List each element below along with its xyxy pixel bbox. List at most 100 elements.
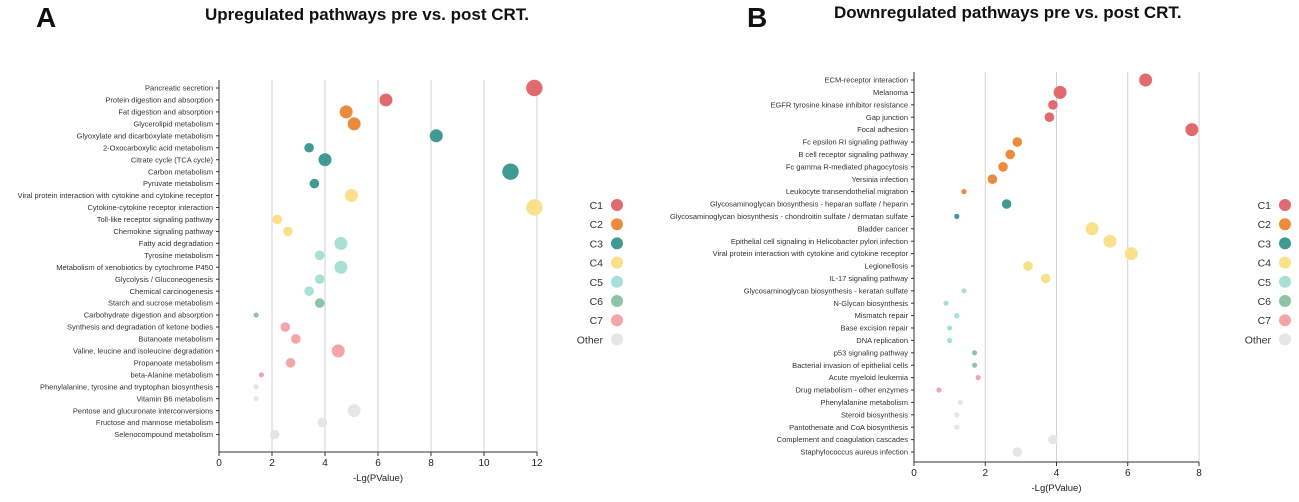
chart2-point <box>961 189 967 195</box>
chart2-category-label: IL-17 signaling pathway <box>829 274 908 283</box>
chart1-legend-label: C4 <box>590 258 604 270</box>
chart1-point <box>304 286 314 296</box>
chart2-category-label: Bladder cancer <box>858 224 909 233</box>
chart2-category-label: Epithelial cell signaling in Helicobacte… <box>731 237 908 246</box>
chart2-point <box>1139 73 1153 87</box>
chart1-category-label: Fatty acid degradation <box>139 239 213 248</box>
chart1-legend-marker <box>611 295 623 307</box>
chart1-category-label: Cytokine-cytokine receptor interaction <box>88 203 213 212</box>
chart2-point <box>1185 123 1199 137</box>
chart2-category-label: Legionellosis <box>865 262 909 271</box>
chart1-legend-label: C2 <box>590 219 604 231</box>
chart2-category-label: Viral protein interaction with cytokine … <box>713 249 909 258</box>
chart1-point <box>526 79 543 97</box>
chart2-category-label: Bacterial invasion of epithelial cells <box>792 361 908 370</box>
panel-a-letter: A <box>36 2 57 33</box>
chart2-x-tick-label: 2 <box>982 468 988 479</box>
chart1-category-label: Carbon metabolism <box>148 167 213 176</box>
chart2-category-label: Leukocyte transendothelial migration <box>786 187 908 196</box>
chart1-category-label: Propanoate metabolism <box>134 358 213 367</box>
chart1-category-label: Viral protein interaction with cytokine … <box>18 191 214 200</box>
chart2-category-label: Steroid biosynthesis <box>841 410 908 419</box>
chart2-point <box>954 424 960 430</box>
chart1-category-label: Pyruvate metabolism <box>143 179 213 188</box>
chart2-legend-marker <box>1279 314 1291 327</box>
chart1-category-label: Fructose and mannose metabolism <box>96 418 213 427</box>
chart2-point <box>1044 112 1055 122</box>
chart2-legend-label: C1 <box>1258 200 1272 212</box>
chart2-legend-marker <box>1279 275 1291 288</box>
chart1-category-label: Glycolysis / Gluconeogenesis <box>115 275 213 284</box>
chart1-point <box>304 142 314 153</box>
chart1-x-tick-label: 10 <box>478 458 490 469</box>
chart2-point <box>1012 447 1023 457</box>
chart1-x-tick-label: 8 <box>428 458 434 469</box>
chart2-x-tick-label: 0 <box>911 468 917 479</box>
chart2-category-label: Gap junction <box>866 113 908 122</box>
chart1-legend-marker <box>611 275 623 288</box>
chart1-point <box>258 372 264 378</box>
chart1-category-label: Protein digestion and absorption <box>105 96 213 105</box>
chart1-x-tick-label: 2 <box>269 458 275 469</box>
chart1-point <box>526 199 543 216</box>
chart1-x-axis-title: -Lg(PValue) <box>353 473 403 484</box>
chart2-category-label: Focal adhesion <box>857 125 908 134</box>
chart2-x-tick-label: 8 <box>1196 468 1202 479</box>
chart1-point <box>272 214 283 225</box>
chart1-category-label: Carbohydrate digestion and absorption <box>84 311 213 320</box>
chart1-point <box>502 163 519 180</box>
chart2-legend-label: C5 <box>1258 277 1272 289</box>
chart1-category-label: Valine, leucine and isoleucine degradati… <box>73 347 213 356</box>
chart2-group: 0 2 4 6 8 -Lg(PValue) ECM-receptor interaction… <box>670 72 1291 494</box>
chart2-point <box>1041 273 1051 284</box>
chart1-category-label: Pentose and glucuronate interconversions <box>73 406 213 415</box>
chart2-legend-label: C6 <box>1258 296 1272 308</box>
chart2-category-label: Yersinia infection <box>852 175 908 184</box>
chart2-category-label: Staphylococcus aureus infection <box>800 448 908 457</box>
chart2-point <box>943 300 949 306</box>
chart1-category-label: Tyrosine metabolism <box>144 251 213 260</box>
chart1-point <box>253 396 259 402</box>
chart2-category-label: Drug metabolism - other enzymes <box>795 386 908 395</box>
chart2-category-label: Fc gamma R-mediated phagocytosis <box>786 162 908 171</box>
chart2-point <box>961 288 967 294</box>
chart1-point <box>269 429 280 440</box>
chart1-point <box>314 298 325 308</box>
chart1-legend-marker <box>611 199 623 211</box>
chart2-category-label: Complement and coagulation cascades <box>777 435 909 444</box>
chart1-group: 0 2 4 6 8 10 12 -Lg(PValue) Pancreatic secretion… <box>18 79 623 484</box>
chart2-category-label: DNA replication <box>856 336 908 345</box>
chart1-category-label: beta-Alanine metabolism <box>130 370 213 379</box>
chart1-legend-marker <box>611 218 623 231</box>
chart2-legend-marker <box>1279 237 1291 250</box>
chart2-legend-label: C4 <box>1258 258 1272 270</box>
chart2-category-label: Glycosaminoglycan biosynthesis - keratan… <box>744 286 908 295</box>
chart1-category-label: Glycerolipid metabolism <box>133 119 213 128</box>
chart2-point <box>1012 137 1023 147</box>
chart2-category-label: B cell receptor signaling pathway <box>798 150 908 159</box>
chart1-point <box>280 322 291 332</box>
chart2-legend-marker <box>1279 295 1291 307</box>
chart1-category-label: Chemokine signaling pathway <box>113 227 213 236</box>
chart2-point <box>936 387 942 393</box>
chart1-category-label: Metabolism of xenobiotics by cytochrome … <box>56 263 213 272</box>
chart1-point <box>347 117 361 131</box>
chart1-category-label: Selenocompound metabolism <box>114 430 213 439</box>
chart2-point <box>1124 247 1138 261</box>
chart1-legend-label: C5 <box>590 277 604 289</box>
chart2-point <box>971 362 978 368</box>
chart2-point <box>947 325 953 331</box>
chart2-legend-marker <box>1279 218 1291 231</box>
chart1-category-label: Glyoxylate and dicarboxylate metabolism <box>77 131 213 140</box>
chart2-legend-label: C3 <box>1258 238 1272 250</box>
chart2-point <box>947 337 953 343</box>
chart1-point <box>314 250 325 261</box>
chart2-x-tick-label: 4 <box>1054 468 1060 479</box>
chart1-legend-label: C3 <box>590 238 604 250</box>
panel-b-title: Downregulated pathways pre vs. post CRT. <box>834 3 1182 22</box>
chart2-point <box>1005 149 1015 160</box>
chart2-category-label: N-Glycan biosynthesis <box>833 299 908 308</box>
chart2-point <box>975 375 981 381</box>
chart1-category-label: Vitamin B6 metabolism <box>136 394 213 403</box>
